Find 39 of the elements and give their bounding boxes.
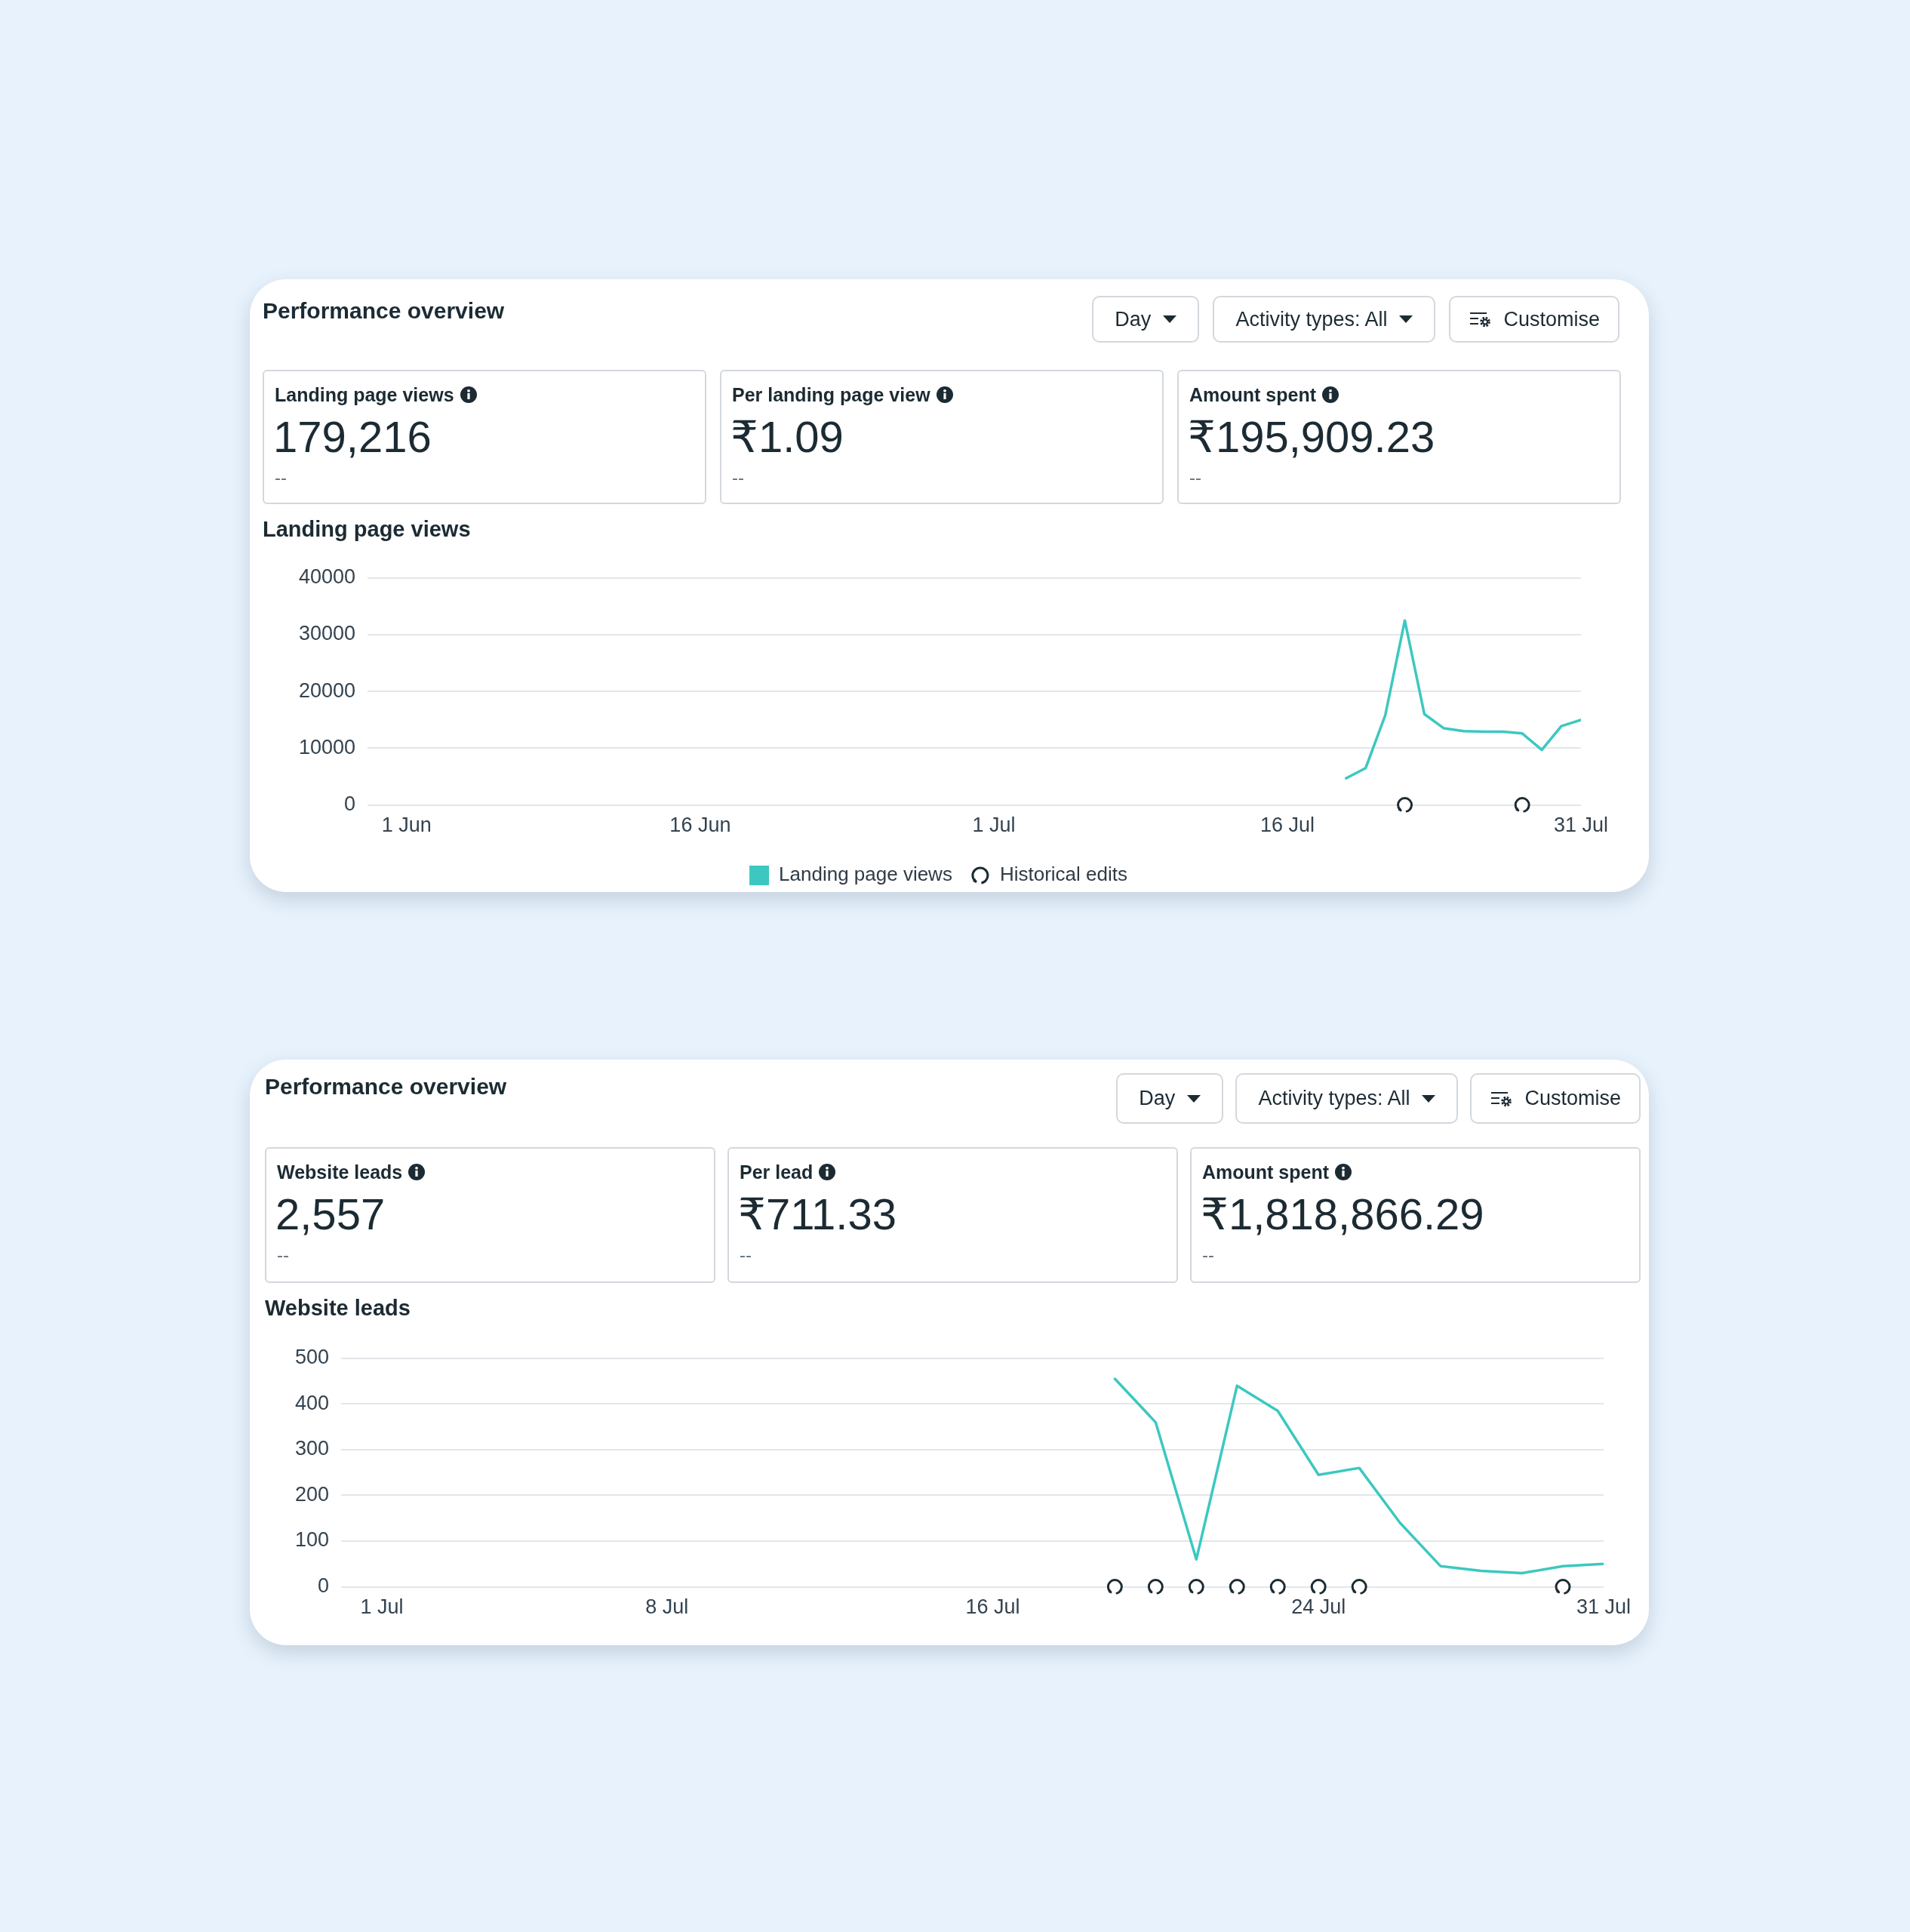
y-tick-label: 20000 [298, 678, 355, 702]
y-tick-label: 0 [317, 1574, 329, 1598]
legend-label: Landing page views [779, 863, 952, 886]
text: Performance overview [265, 1073, 507, 1100]
text: Activity types: All [1258, 1087, 1410, 1110]
y-tick-label: 100 [294, 1528, 329, 1552]
y-tick-label: 500 [294, 1346, 329, 1369]
text: Performance overview [263, 297, 505, 325]
metric-card: Website leads 2,557 -- [265, 1147, 715, 1283]
y-tick-label: 200 [294, 1482, 329, 1506]
y-tick-label: 0 [343, 792, 355, 816]
metric-card: Amount spent ₹1,818,866.29 -- [1190, 1147, 1641, 1283]
x-tick-label: 16 Jul [965, 1595, 1020, 1619]
metric-card: Landing page views 179,216 -- [263, 370, 706, 504]
x-tick-label: 1 Jun [381, 814, 432, 837]
x-tick-label: 8 Jul [645, 1595, 689, 1619]
legend-label: Historical edits [999, 863, 1127, 886]
text: Day [1139, 1087, 1176, 1110]
x-tick-label: 31 Jul [1553, 814, 1609, 837]
text: Day [1115, 307, 1152, 331]
text: Activity types: All [1235, 307, 1388, 331]
y-tick-label: 10000 [298, 735, 355, 758]
metric-card: Amount spent ₹195,909.23 -- [1177, 370, 1621, 504]
text: Customise [1503, 307, 1600, 331]
text: Customise [1524, 1087, 1621, 1110]
chart-title: Landing page views [263, 517, 471, 542]
y-tick-label: 300 [294, 1437, 329, 1460]
x-tick-label: 16 Jul [1259, 814, 1315, 837]
x-tick-label: 16 Jun [669, 814, 731, 837]
metric-card: Per landing page view ₹1.09 -- [720, 370, 1164, 504]
y-tick-label: 30000 [298, 622, 355, 645]
chart-title: Website leads [265, 1296, 411, 1321]
x-tick-label: 24 Jul [1291, 1595, 1346, 1619]
metric-card: Per lead ₹711.33 -- [727, 1147, 1178, 1283]
x-tick-label: 1 Jul [972, 814, 1016, 837]
y-tick-label: 400 [294, 1391, 329, 1414]
y-tick-label: 40000 [298, 565, 355, 589]
x-tick-label: 31 Jul [1576, 1595, 1632, 1619]
x-tick-label: 1 Jul [360, 1595, 404, 1619]
